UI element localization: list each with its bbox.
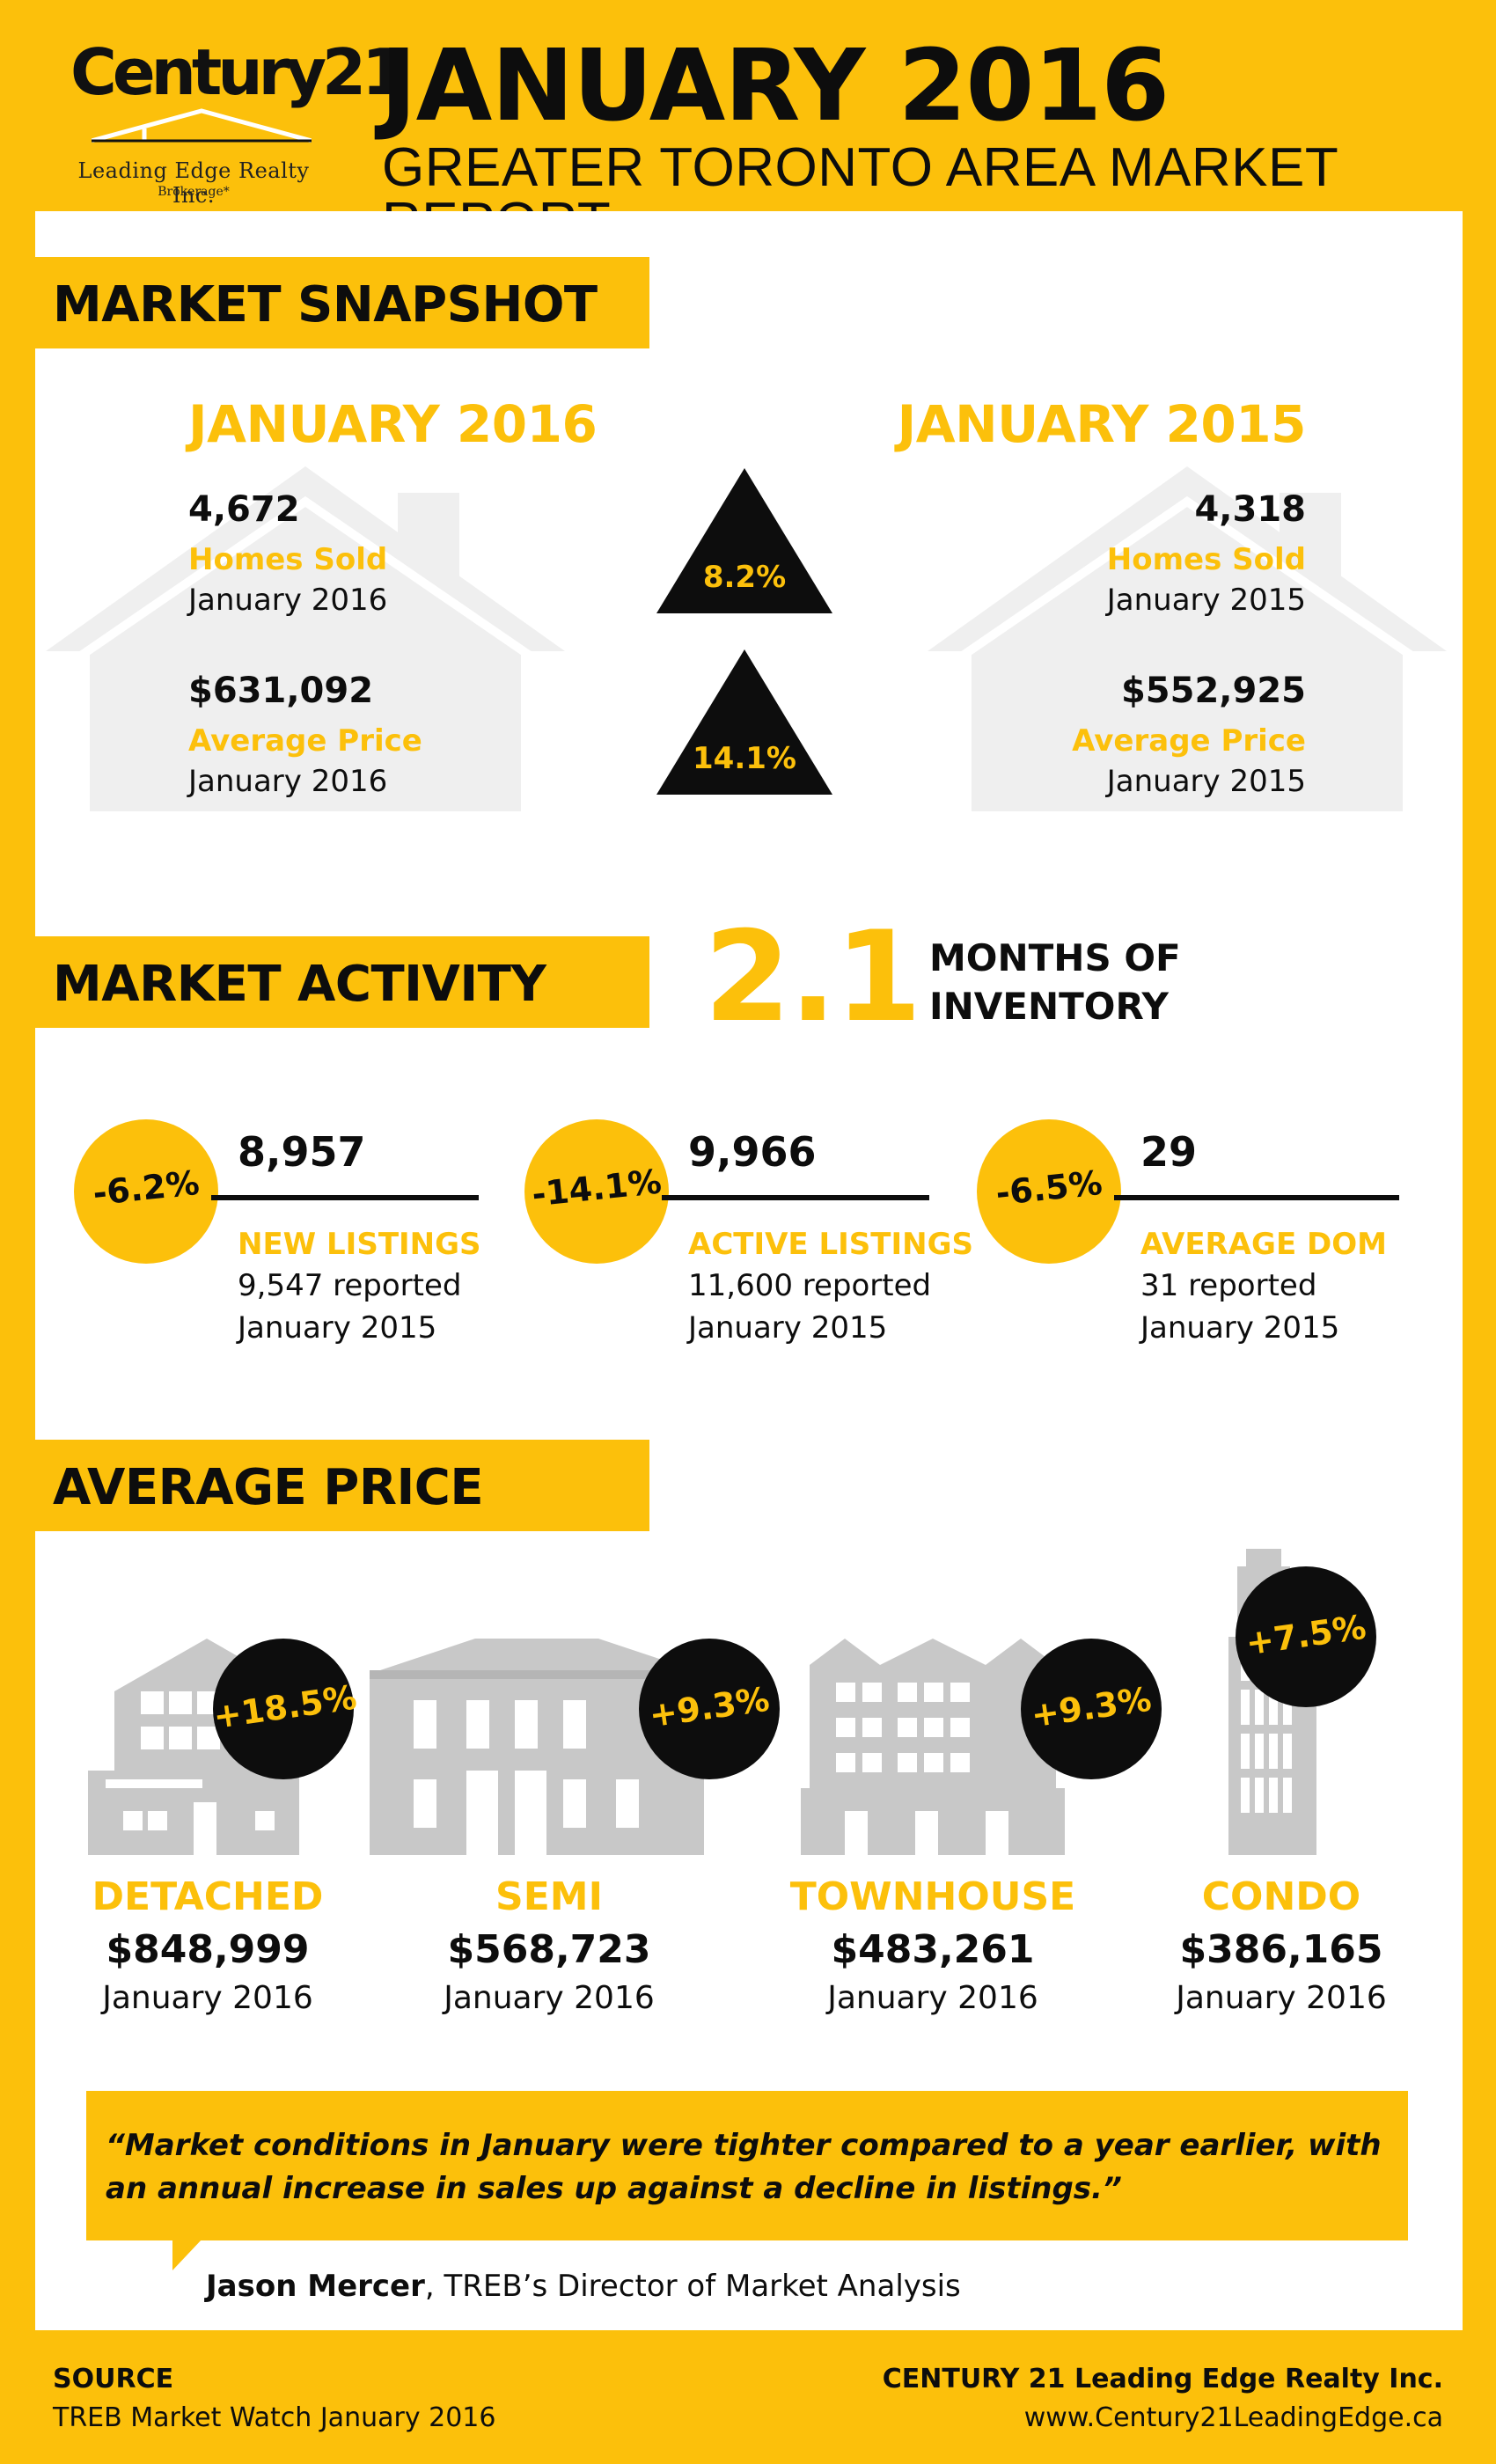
average-price-change: 14.1% <box>693 741 796 776</box>
active-listings-reported: 11,600 reported January 2015 <box>688 1268 932 1346</box>
condo-label: CONDO <box>1201 1874 1361 1919</box>
snapshot-current-heading: JANUARY 2016 <box>188 394 598 454</box>
semi-label: SEMI <box>495 1874 603 1919</box>
quote-text: “Market conditions in January were tight… <box>106 2128 1382 2207</box>
new-listings-change-badge: -6.2% <box>74 1119 218 1264</box>
townhouse-icon <box>801 1639 1065 1855</box>
report-title: JANUARY 2016 <box>380 29 1170 143</box>
quote-author-title: , TREB’s Director of Market Analysis <box>424 2269 961 2304</box>
townhouse-change-badge: +9.3% <box>1021 1639 1162 1779</box>
increase-triangle-icon <box>656 468 832 613</box>
semi-period: January 2016 <box>444 1980 655 2016</box>
average-dom-label: AVERAGE DOM <box>1140 1227 1387 1262</box>
logo-wordmark: Century21 <box>70 35 406 109</box>
active-listings-label: ACTIVE LISTINGS <box>688 1227 973 1262</box>
homes-sold-label: Homes Sold <box>1106 542 1306 577</box>
section-tab-average-price: AVERAGE PRICE <box>35 1440 649 1531</box>
website-link[interactable]: www.Century21LeadingEdge.ca <box>1023 2402 1443 2433</box>
townhouse-label: TOWNHOUSE <box>789 1874 1076 1919</box>
new-listings-value: 8,957 <box>238 1128 366 1176</box>
average-price-label: Average Price <box>188 723 422 759</box>
divider <box>662 1195 929 1200</box>
condo-price: $386,165 <box>1179 1927 1383 1972</box>
active-listings-change-badge: -14.1% <box>524 1119 669 1264</box>
months-of-inventory-value: 2.1 <box>704 905 922 1050</box>
homes-sold-2016-value: 4,672 <box>188 489 300 530</box>
quote-author: Jason Mercer <box>206 2269 425 2304</box>
homes-sold-2016-period: January 2016 <box>188 583 388 618</box>
quote-callout: “Market conditions in January were tight… <box>86 2091 1408 2240</box>
detached-change-badge: +18.5% <box>211 1639 359 1779</box>
logo-company-name: Leading Edge Realty Inc. <box>77 158 310 208</box>
townhouse-price: $483,261 <box>831 1927 1035 1972</box>
average-dom-change-badge: -6.5% <box>977 1119 1121 1264</box>
logo-brokerage: Brokerage* <box>158 185 230 199</box>
condo-change-badge: +7.5% <box>1236 1566 1376 1707</box>
divider <box>1114 1195 1399 1200</box>
average-price-2015-period: January 2015 <box>1106 764 1306 799</box>
average-price-2015-value: $552,925 <box>1120 671 1306 711</box>
average-price-label: Average Price <box>1072 723 1306 759</box>
detached-period: January 2016 <box>102 1980 313 2016</box>
detached-price: $848,999 <box>106 1927 310 1972</box>
source-label: SOURCE <box>53 2364 174 2394</box>
semi-house-icon <box>370 1639 704 1855</box>
active-listings-value: 9,966 <box>688 1128 817 1176</box>
house-silhouette-icon <box>46 466 565 811</box>
quote-attribution: Jason Mercer, TREB’s Director of Market … <box>206 2269 961 2304</box>
company-name: CENTURY 21 Leading Edge Realty Inc. <box>882 2364 1443 2394</box>
increase-triangle-icon <box>656 649 832 795</box>
average-dom-value: 29 <box>1140 1128 1198 1176</box>
new-listings-reported: 9,547 reported January 2015 <box>238 1268 462 1346</box>
average-price-2016-period: January 2016 <box>188 764 388 799</box>
homes-sold-change: 8.2% <box>702 560 787 595</box>
homes-sold-2015-period: January 2015 <box>1106 583 1306 618</box>
new-listings-label: NEW LISTINGS <box>238 1227 481 1262</box>
section-title: MARKET ACTIVITY <box>53 956 546 1013</box>
homes-sold-label: Homes Sold <box>188 542 388 577</box>
condo-period: January 2016 <box>1176 1980 1387 2016</box>
homes-sold-2015-value: 4,318 <box>1194 489 1306 530</box>
average-dom-reported: 31 reported January 2015 <box>1140 1268 1340 1346</box>
semi-change-badge: +9.3% <box>639 1639 780 1779</box>
average-price-2016-value: $631,092 <box>188 671 374 711</box>
months-of-inventory-label: MONTHS OF INVENTORY <box>929 936 1181 1028</box>
section-title: AVERAGE PRICE <box>53 1459 484 1516</box>
section-tab-market-snapshot: MARKET SNAPSHOT <box>35 257 649 348</box>
house-silhouette-icon <box>928 466 1447 811</box>
townhouse-period: January 2016 <box>827 1980 1038 2016</box>
section-title: MARKET SNAPSHOT <box>53 276 598 334</box>
detached-label: DETACHED <box>92 1874 324 1919</box>
quote-tail <box>172 2239 202 2270</box>
divider <box>211 1195 479 1200</box>
detached-house-icon <box>88 1639 299 1855</box>
century21-logo: Century21 Leading Edge Realty Inc. Broke… <box>53 35 406 208</box>
source-text: TREB Market Watch January 2016 <box>53 2402 496 2433</box>
semi-price: $568,723 <box>447 1927 651 1972</box>
snapshot-previous-heading: JANUARY 2015 <box>897 394 1307 454</box>
section-tab-market-activity: MARKET ACTIVITY <box>35 936 649 1028</box>
logo-roof-icon <box>92 108 312 143</box>
